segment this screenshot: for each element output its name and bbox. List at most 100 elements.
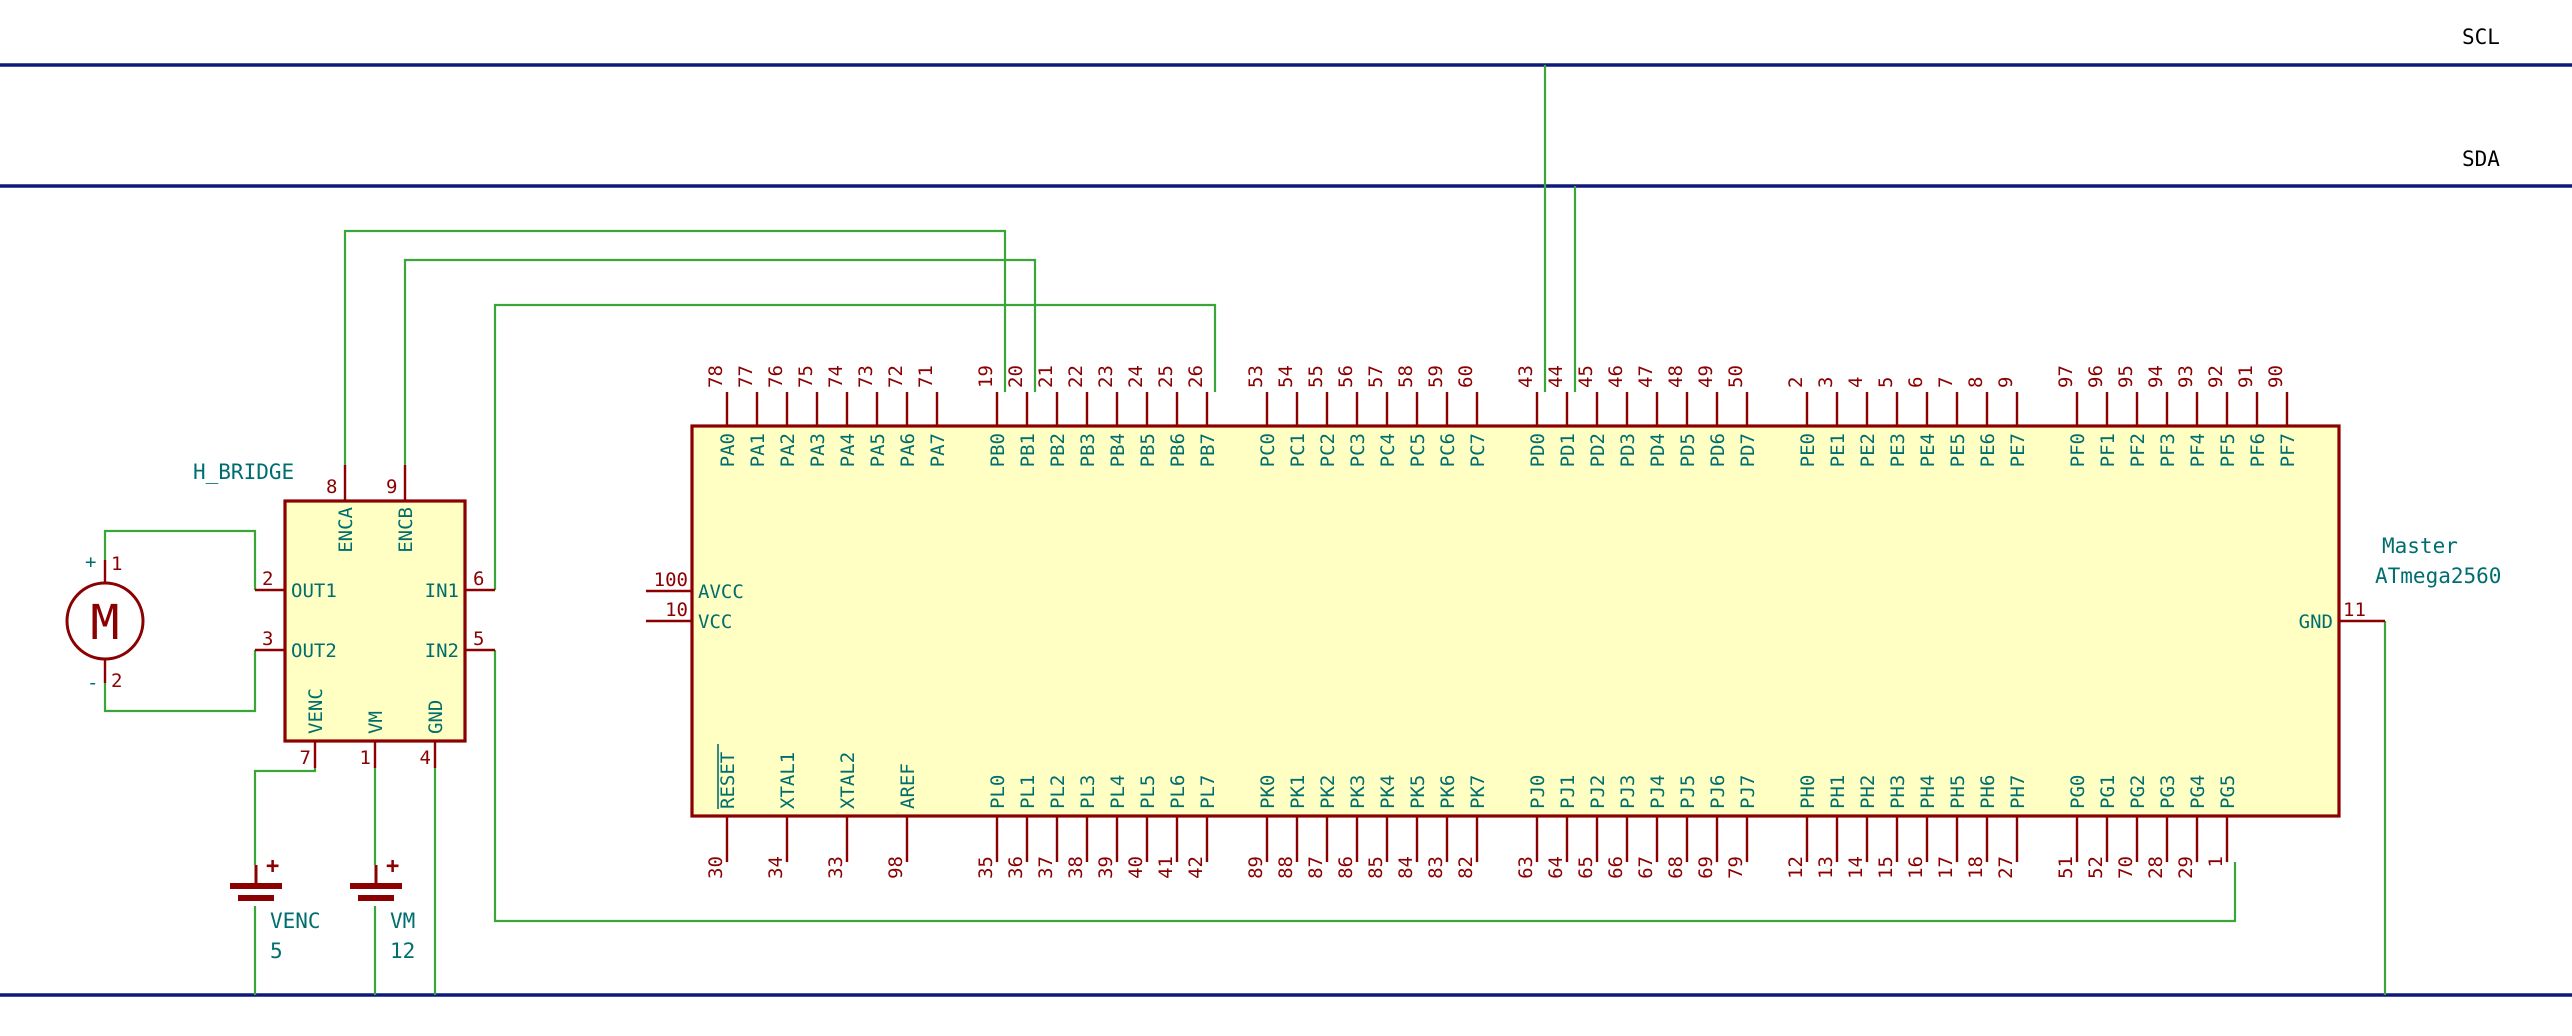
hbridge-pin-gnd[interactable]: 4 GND: [420, 700, 447, 769]
mcu-pin-pg4[interactable]: 29 PG4: [2175, 775, 2209, 879]
mcu-pin-pf5[interactable]: 92 PF5: [2205, 365, 2239, 467]
hbridge-pin-encb[interactable]: 9 ENCB: [386, 465, 417, 553]
mcu-pin-ph1[interactable]: 13 PH1: [1815, 775, 1849, 879]
mcu-pin-pk1[interactable]: 88 PK1: [1275, 775, 1309, 879]
mcu-pin-pe3[interactable]: 5 PE3: [1875, 377, 1909, 468]
mcu-pin-pj2[interactable]: 65 PJ2: [1575, 775, 1609, 879]
mcu-pin-pa5[interactable]: 73 PA5: [855, 365, 889, 467]
mcu-pin-pc7[interactable]: 60 PC7: [1455, 365, 1489, 467]
hbridge-symbol[interactable]: 8 ENCA 9 ENCB 2 OUT1 3 OUT2 6 IN1 5 IN2 7 VENC 1 VM 4 GND…: [193, 460, 495, 769]
mcu-pin-pj4[interactable]: 67 PJ4: [1635, 775, 1669, 879]
mcu-pin-pk4[interactable]: 85 PK4: [1365, 775, 1399, 879]
hbridge-pin-venc[interactable]: 7 VENC: [300, 688, 327, 769]
mcu-pin-pg0[interactable]: 51 PG0: [2055, 775, 2089, 879]
mcu-pin-pg5[interactable]: 1 PG5: [2205, 775, 2239, 868]
mcu-pin-pe2[interactable]: 4 PE2: [1845, 377, 1879, 468]
mcu-pin-pk6[interactable]: 83 PK6: [1425, 775, 1459, 879]
mcu-pin-pc1[interactable]: 54 PC1: [1275, 365, 1309, 467]
mcu-pin-pj0[interactable]: 63 PJ0: [1515, 775, 1549, 879]
mcu-pin-pc6[interactable]: 59 PC6: [1425, 365, 1459, 467]
mcu-pin-pd4[interactable]: 47 PD4: [1635, 365, 1669, 467]
motor-body[interactable]: [65, 581, 145, 661]
mcu-pin-pa2[interactable]: 76 PA2: [765, 365, 799, 467]
mcu-pin-ph2[interactable]: 14 PH2: [1845, 775, 1879, 879]
mcu-pin-pk2[interactable]: 87 PK2: [1305, 775, 1339, 879]
mcu-pin-pb3[interactable]: 22 PB3: [1065, 365, 1099, 467]
mcu-pin-pc2[interactable]: 55 PC2: [1305, 365, 1339, 467]
mcu-pin-pd0[interactable]: 43 PD0: [1515, 365, 1549, 467]
mcu-pin-pa7[interactable]: 71 PA7: [915, 365, 949, 467]
battery-vm[interactable]: + VM 12: [350, 854, 415, 963]
mcu-symbol[interactable]: 78PA077PA176PA275PA374PA473PA572PA671PA7…: [646, 365, 2501, 879]
mcu-pin-pg2[interactable]: 70 PG2: [2115, 775, 2149, 879]
mcu-pin-avcc[interactable]: 100 AVCC: [646, 569, 744, 603]
mcu-pin-pl7[interactable]: 42 PL7: [1185, 775, 1219, 879]
mcu-pin-pf4[interactable]: 93 PF4: [2175, 365, 2209, 467]
mcu-pin-pb7[interactable]: 26 PB7: [1185, 365, 1219, 467]
mcu-pin-pl0[interactable]: 35 PL0: [975, 775, 1009, 879]
mcu-pin-reset[interactable]: 30 RESET: [705, 744, 739, 879]
mcu-pin-pf1[interactable]: 96 PF1: [2085, 365, 2119, 467]
mcu-pin-pg3[interactable]: 28 PG3: [2145, 775, 2179, 879]
hbridge-pin-out2[interactable]: 3 OUT2: [255, 628, 337, 662]
mcu-pin-ph5[interactable]: 17 PH5: [1935, 775, 1969, 879]
mcu-pin-pb6[interactable]: 25 PB6: [1155, 365, 1189, 467]
mcu-pin-pk7[interactable]: 82 PK7: [1455, 775, 1489, 879]
mcu-pin-pf3[interactable]: 94 PF3: [2145, 365, 2179, 467]
mcu-pin-pf7[interactable]: 90 PF7: [2265, 365, 2299, 467]
mcu-pin-pa3[interactable]: 75 PA3: [795, 365, 829, 467]
mcu-pin-pb5[interactable]: 24 PB5: [1125, 365, 1159, 467]
mcu-pin-ph6[interactable]: 18 PH6: [1965, 775, 1999, 879]
mcu-pin-pe7[interactable]: 9 PE7: [1995, 377, 2029, 468]
mcu-pin-pg1[interactable]: 52 PG1: [2085, 775, 2119, 879]
mcu-pin-pe0[interactable]: 2 PE0: [1785, 377, 1819, 468]
mcu-pin-pl1[interactable]: 36 PL1: [1005, 775, 1039, 879]
mcu-pin-ph4[interactable]: 16 PH4: [1905, 775, 1939, 879]
hbridge-pin-out1[interactable]: 2 OUT1: [255, 568, 337, 602]
mcu-pin-pa6[interactable]: 72 PA6: [885, 365, 919, 467]
mcu-pin-pa4[interactable]: 74 PA4: [825, 365, 859, 467]
mcu-pin-pa1[interactable]: 77 PA1: [735, 365, 769, 467]
mcu-pin-pk5[interactable]: 84 PK5: [1395, 775, 1429, 879]
hbridge-pin-enca[interactable]: 8 ENCA: [326, 465, 357, 553]
mcu-pin-pk3[interactable]: 86 PK3: [1335, 775, 1369, 879]
hbridge-pin-in1[interactable]: 6 IN1: [425, 568, 495, 602]
hbridge-pin-vm[interactable]: 1 VM: [360, 711, 387, 769]
mcu-pin-pj5[interactable]: 68 PJ5: [1665, 775, 1699, 879]
mcu-pin-pc0[interactable]: 53 PC0: [1245, 365, 1279, 467]
mcu-pin-pc5[interactable]: 58 PC5: [1395, 365, 1429, 467]
mcu-pin-pc4[interactable]: 57 PC4: [1365, 365, 1399, 467]
mcu-pin-pd6[interactable]: 49 PD6: [1695, 365, 1729, 467]
mcu-pin-pd1[interactable]: 44 PD1: [1545, 365, 1579, 467]
motor-symbol[interactable]: M 1 2 + -: [65, 551, 145, 694]
mcu-pin-pb1[interactable]: 20 PB1: [1005, 365, 1039, 467]
mcu-pin-pa0[interactable]: 78 PA0: [705, 365, 739, 467]
mcu-pin-pb4[interactable]: 23 PB4: [1095, 365, 1129, 467]
mcu-pin-pd3[interactable]: 46 PD3: [1605, 365, 1639, 467]
mcu-pin-vcc[interactable]: 10 VCC: [646, 599, 732, 633]
mcu-pin-pe1[interactable]: 3 PE1: [1815, 377, 1849, 468]
mcu-pin-pc3[interactable]: 56 PC3: [1335, 365, 1369, 467]
mcu-pin-pb2[interactable]: 21 PB2: [1035, 365, 1069, 467]
mcu-pin-pj1[interactable]: 64 PJ1: [1545, 775, 1579, 879]
mcu-pin-ph0[interactable]: 12 PH0: [1785, 775, 1819, 879]
mcu-pin-pe5[interactable]: 7 PE5: [1935, 377, 1969, 468]
mcu-pin-pj3[interactable]: 66 PJ3: [1605, 775, 1639, 879]
mcu-pin-pl5[interactable]: 40 PL5: [1125, 775, 1159, 879]
mcu-pin-aref[interactable]: 98 AREF: [885, 763, 919, 879]
mcu-pin-pk0[interactable]: 89 PK0: [1245, 775, 1279, 879]
hbridge-pin-in2[interactable]: 5 IN2: [425, 628, 495, 662]
mcu-pin-ph3[interactable]: 15 PH3: [1875, 775, 1909, 879]
mcu-pin-pl3[interactable]: 38 PL3: [1065, 775, 1099, 879]
mcu-pin-pf0[interactable]: 97 PF0: [2055, 365, 2089, 467]
mcu-pin-pf2[interactable]: 95 PF2: [2115, 365, 2149, 467]
mcu-pin-pd7[interactable]: 50 PD7: [1725, 365, 1759, 467]
mcu-pin-pe6[interactable]: 8 PE6: [1965, 377, 1999, 468]
mcu-pin-ph7[interactable]: 27 PH7: [1995, 775, 2029, 879]
mcu-pin-pl4[interactable]: 39 PL4: [1095, 775, 1129, 879]
mcu-body[interactable]: [690, 424, 2341, 818]
mcu-pin-xtal1[interactable]: 34 XTAL1: [765, 752, 799, 879]
mcu-pin-pl2[interactable]: 37 PL2: [1035, 775, 1069, 879]
mcu-pin-pf6[interactable]: 91 PF6: [2235, 365, 2269, 467]
mcu-pin-pj6[interactable]: 69 PJ6: [1695, 775, 1729, 879]
